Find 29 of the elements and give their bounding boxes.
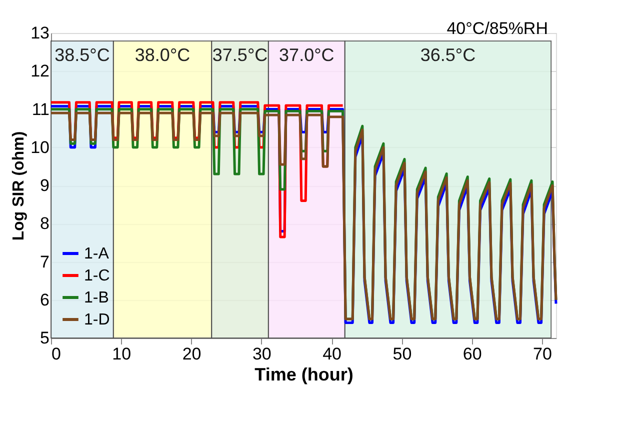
y-tick-label: 13 bbox=[30, 24, 50, 42]
x-tick-label: 50 bbox=[392, 344, 412, 364]
x-tick-label: 60 bbox=[462, 344, 482, 364]
legend-label: 1-B bbox=[84, 290, 109, 306]
legend-label: 1-D bbox=[84, 312, 110, 328]
x-tick-label: 10 bbox=[112, 344, 132, 364]
band-label: 37.5°C bbox=[212, 45, 268, 65]
y-tick-label: 11 bbox=[32, 100, 50, 119]
band-label: 37.0°C bbox=[279, 45, 334, 65]
x-tick-label: 0 bbox=[52, 344, 61, 364]
x-tick-label: 30 bbox=[252, 344, 272, 364]
band-label: 36.5°C bbox=[420, 45, 476, 65]
x-tick-label: 70 bbox=[533, 344, 552, 364]
y-tick-label: 9 bbox=[40, 176, 50, 195]
y-tick-label: 8 bbox=[40, 214, 50, 234]
y-tick-label: 6 bbox=[40, 290, 50, 310]
y-tick-label: 5 bbox=[40, 328, 50, 348]
annotation: 40°C/85%RH bbox=[446, 19, 548, 38]
y-tick-label: 10 bbox=[30, 138, 50, 157]
legend-label: 1-C bbox=[84, 268, 110, 284]
x-tick-label: 40 bbox=[322, 344, 342, 364]
legend-label: 1-A bbox=[84, 246, 110, 262]
y-tick-label: 12 bbox=[30, 62, 50, 81]
band-label: 38.5°C bbox=[54, 45, 110, 65]
x-axis-title: Time (hour) bbox=[254, 364, 354, 384]
band-label: 38.0°C bbox=[134, 45, 190, 65]
x-tick-label: 20 bbox=[182, 344, 202, 364]
y-axis-title: Log SIR (ohm) bbox=[10, 131, 28, 241]
y-tick-label: 7 bbox=[40, 252, 50, 272]
